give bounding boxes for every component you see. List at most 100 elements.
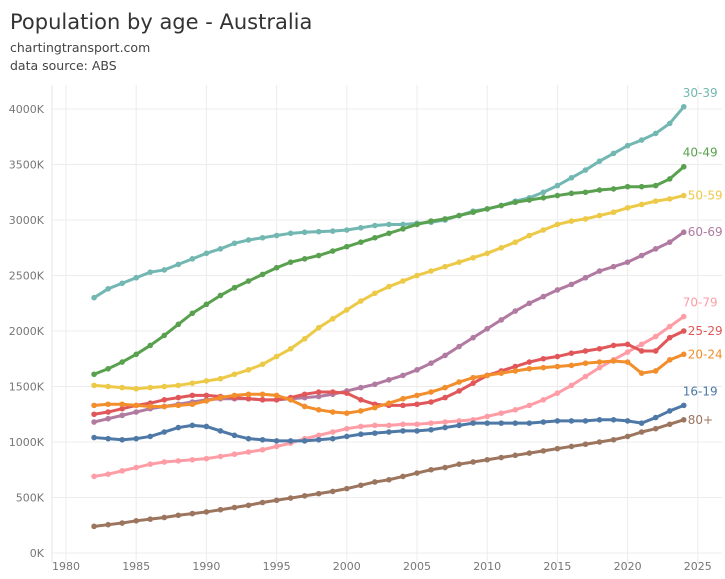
data-point bbox=[175, 424, 182, 431]
data-point bbox=[512, 199, 519, 206]
data-point bbox=[259, 271, 266, 278]
data-point bbox=[358, 431, 364, 438]
data-point bbox=[638, 370, 645, 376]
data-point bbox=[540, 227, 547, 233]
data-point bbox=[526, 197, 533, 203]
data-point bbox=[582, 360, 589, 366]
data-point bbox=[638, 348, 645, 354]
data-point bbox=[315, 432, 322, 439]
data-point bbox=[456, 212, 462, 219]
data-point bbox=[470, 209, 476, 216]
data-point bbox=[372, 404, 378, 411]
data-point bbox=[596, 439, 603, 445]
data-point bbox=[666, 196, 673, 202]
data-point bbox=[344, 425, 350, 432]
series-line bbox=[93, 418, 685, 528]
data-point bbox=[105, 409, 111, 415]
data-point bbox=[273, 438, 280, 444]
data-point bbox=[147, 384, 154, 391]
data-point bbox=[568, 218, 575, 224]
x-tick-label: 1990 bbox=[192, 560, 220, 573]
data-point bbox=[680, 328, 687, 334]
data-point bbox=[203, 423, 210, 430]
y-tick-label: 0K bbox=[30, 547, 45, 560]
data-point bbox=[105, 286, 111, 292]
data-point bbox=[231, 432, 238, 439]
data-point bbox=[414, 470, 420, 476]
data-point bbox=[161, 429, 168, 435]
data-point bbox=[358, 239, 364, 245]
data-point bbox=[680, 351, 687, 358]
data-point bbox=[161, 459, 168, 465]
y-tick-label: 3000K bbox=[9, 214, 45, 227]
data-point bbox=[540, 293, 547, 300]
data-point bbox=[273, 392, 280, 399]
data-point bbox=[568, 362, 575, 369]
data-point bbox=[203, 455, 210, 462]
data-point bbox=[442, 419, 448, 425]
data-point bbox=[203, 378, 210, 384]
data-point bbox=[133, 464, 139, 471]
data-point bbox=[624, 259, 631, 265]
data-point bbox=[91, 411, 97, 418]
data-point bbox=[498, 202, 505, 209]
data-point bbox=[582, 274, 589, 281]
data-point bbox=[428, 426, 434, 433]
data-point bbox=[582, 189, 589, 196]
series-label: 20-24 bbox=[688, 347, 723, 361]
data-point bbox=[638, 341, 645, 348]
data-point bbox=[273, 264, 280, 271]
data-point bbox=[596, 359, 603, 365]
data-point bbox=[217, 453, 224, 460]
data-point bbox=[596, 212, 603, 219]
data-point bbox=[259, 436, 266, 443]
series-label: 25-29 bbox=[688, 324, 723, 338]
data-point bbox=[498, 244, 505, 251]
data-point bbox=[175, 458, 182, 464]
data-point bbox=[442, 263, 448, 270]
series-20-24 bbox=[91, 351, 687, 416]
data-point bbox=[484, 250, 491, 257]
data-point bbox=[666, 323, 673, 330]
data-point bbox=[414, 272, 420, 279]
data-point bbox=[189, 510, 196, 517]
data-point bbox=[358, 423, 364, 430]
data-point bbox=[147, 461, 154, 468]
y-tick-label: 3500K bbox=[9, 159, 45, 172]
data-point bbox=[301, 391, 308, 398]
data-point bbox=[358, 384, 364, 391]
data-point bbox=[119, 468, 125, 474]
data-point bbox=[358, 298, 364, 304]
data-point bbox=[526, 365, 533, 372]
data-point bbox=[315, 228, 322, 235]
data-point bbox=[484, 420, 491, 426]
series-80+ bbox=[91, 417, 687, 530]
data-point bbox=[442, 216, 448, 222]
data-point bbox=[301, 256, 308, 262]
data-point bbox=[428, 466, 434, 473]
data-point bbox=[484, 372, 491, 379]
data-point bbox=[245, 278, 252, 284]
data-point bbox=[498, 370, 505, 376]
data-point bbox=[344, 410, 350, 416]
data-point bbox=[428, 420, 434, 426]
y-tick-label: 4000K bbox=[9, 103, 45, 116]
data-point bbox=[91, 434, 97, 441]
data-point bbox=[231, 392, 238, 399]
data-point bbox=[414, 392, 420, 399]
data-point bbox=[329, 248, 336, 254]
data-point bbox=[680, 402, 687, 409]
data-point bbox=[386, 221, 392, 228]
data-point bbox=[568, 382, 575, 389]
data-point bbox=[484, 413, 491, 420]
data-point bbox=[259, 446, 266, 453]
data-point bbox=[442, 394, 448, 401]
data-point bbox=[526, 232, 533, 239]
data-point bbox=[175, 321, 182, 328]
data-point bbox=[91, 371, 97, 378]
data-point bbox=[428, 360, 434, 366]
data-point bbox=[386, 422, 392, 429]
data-point bbox=[498, 410, 505, 416]
data-point bbox=[119, 412, 125, 419]
data-point bbox=[175, 382, 182, 389]
